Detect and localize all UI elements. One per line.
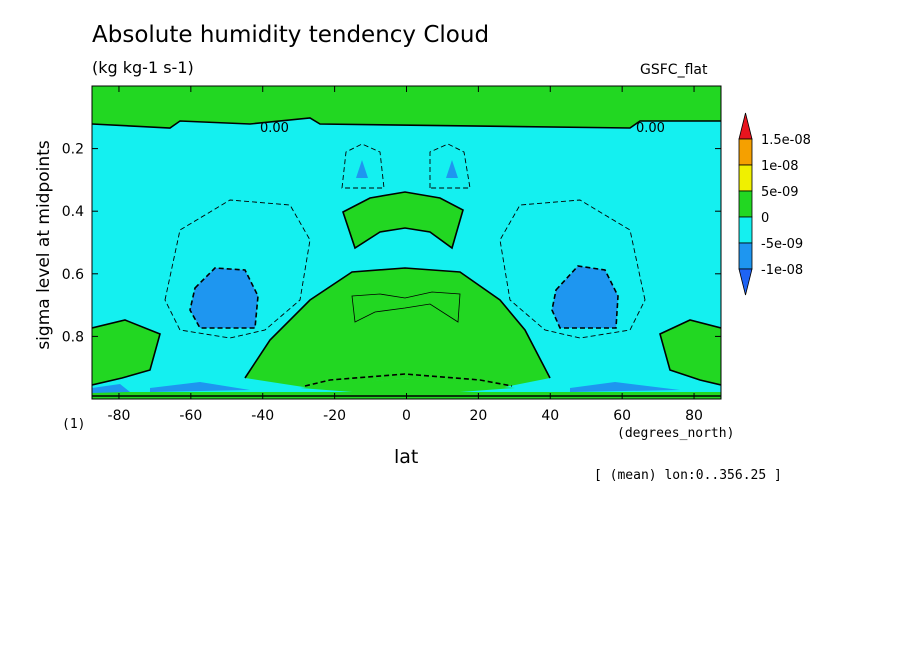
contour-upper-central bbox=[342, 191, 464, 250]
region-lower-central bbox=[245, 268, 550, 388]
region-neg-surface-left bbox=[150, 382, 250, 392]
contour-inner-central bbox=[351, 291, 461, 323]
x-tick-label: 40 bbox=[541, 408, 559, 424]
contour-lower-central bbox=[244, 267, 551, 379]
colorbar-segment bbox=[738, 268, 753, 296]
colorbar-segment bbox=[738, 216, 753, 244]
y-tick-label: 0.2 bbox=[62, 142, 84, 158]
colorbar-segment bbox=[738, 190, 753, 218]
region-left-edge bbox=[92, 320, 160, 385]
region-surface bbox=[300, 378, 515, 396]
x-tick-label: -40 bbox=[251, 408, 274, 424]
y-tick-label: 0.6 bbox=[62, 267, 84, 283]
x-tick-label: 0 bbox=[402, 408, 411, 424]
region-neg-upper-left bbox=[356, 160, 368, 178]
colorbar-segment bbox=[738, 164, 753, 192]
contour-dashed-upper-right bbox=[429, 143, 471, 189]
plot-area bbox=[92, 86, 721, 399]
x-axis-label: lat bbox=[394, 446, 419, 468]
contour-label: 0.00 bbox=[260, 121, 289, 136]
contour-dashed-left bbox=[164, 199, 311, 339]
colorbar: 1.5e-08 1e-08 5e-09 0 -5e-09 -1e-08 bbox=[738, 112, 811, 296]
region-top-band bbox=[92, 86, 721, 128]
colorbar-label: -5e-09 bbox=[761, 237, 803, 252]
contour-right-edge bbox=[659, 319, 721, 386]
contour-surface bbox=[304, 373, 513, 387]
colorbar-segment bbox=[738, 112, 753, 140]
region-neg-sw bbox=[92, 384, 130, 393]
contour-left-edge bbox=[92, 319, 161, 386]
colorbar-label: 1e-08 bbox=[761, 159, 799, 174]
x-tick-label: -60 bbox=[179, 408, 202, 424]
contour-neg-right bbox=[551, 265, 619, 329]
y-tick-label: 0.8 bbox=[62, 329, 84, 345]
axis-note: (1) bbox=[62, 417, 86, 432]
chart-units: (kg kg-1 s-1) bbox=[92, 58, 194, 77]
region-neg-surface-right bbox=[570, 382, 680, 392]
region-neg-right bbox=[552, 266, 618, 328]
contour-label: 0.00 bbox=[636, 121, 665, 136]
x-tick-label: -20 bbox=[323, 408, 346, 424]
contour-neg-left bbox=[189, 267, 259, 329]
x-tick-label: 60 bbox=[613, 408, 631, 424]
x-axis-units: (degrees_north) bbox=[617, 426, 735, 441]
x-tick-label: -80 bbox=[108, 408, 131, 424]
region-right-edge bbox=[660, 320, 721, 385]
region-neg-left bbox=[190, 268, 258, 328]
range-note: [ (mean) lon:0..356.25 ] bbox=[594, 468, 782, 483]
contour-zero-top bbox=[92, 117, 721, 129]
contour-dashed-right bbox=[499, 199, 646, 339]
model-label: GSFC_flat bbox=[640, 62, 708, 78]
colorbar-label: -1e-08 bbox=[761, 263, 803, 278]
colorbar-label: 0 bbox=[761, 211, 769, 226]
colorbar-segment bbox=[738, 242, 753, 270]
chart-title: Absolute humidity tendency Cloud bbox=[92, 22, 490, 48]
colorbar-segment bbox=[738, 138, 753, 166]
colorbar-label: 1.5e-08 bbox=[761, 133, 811, 148]
region-neg-upper-right bbox=[446, 160, 458, 178]
colorbar-label: 5e-09 bbox=[761, 185, 799, 200]
x-tick-label: 80 bbox=[685, 408, 703, 424]
x-tick-label: 20 bbox=[469, 408, 487, 424]
y-tick-label: 0.4 bbox=[62, 204, 84, 220]
